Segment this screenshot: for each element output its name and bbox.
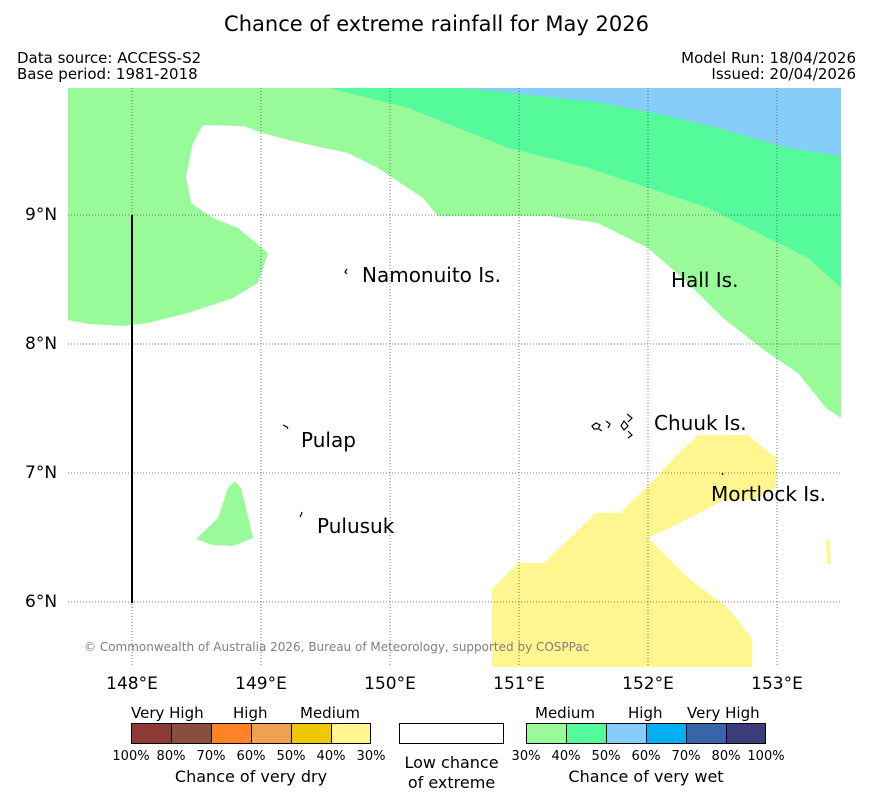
lon-label-148e: 148°E bbox=[106, 674, 158, 694]
rainfall-map bbox=[68, 88, 841, 667]
island-label-hall: Hall Is. bbox=[671, 268, 739, 292]
lat-label-7n: 7°N bbox=[25, 463, 58, 483]
chuuk-outline-b bbox=[605, 420, 611, 429]
low-chance-swatch bbox=[399, 723, 504, 744]
low-chance-caption: Low chance of extreme bbox=[389, 753, 514, 793]
island-outlines bbox=[282, 268, 724, 518]
wet-40-50-region bbox=[328, 88, 841, 288]
dry-head-high: High bbox=[233, 704, 268, 722]
dry-swatch-60-70 bbox=[211, 723, 252, 744]
island-label-pulusuk: Pulusuk bbox=[317, 514, 395, 538]
lon-label-151e: 151°E bbox=[493, 674, 545, 694]
map-title: Chance of extreme rainfall for May 2026 bbox=[224, 12, 649, 36]
dry-tick: 50% bbox=[276, 749, 306, 764]
pulap-outline bbox=[282, 424, 289, 430]
dry-30-40-region bbox=[492, 435, 776, 667]
wet-swatch-30-40 bbox=[526, 723, 567, 744]
dry-swatch-40-50 bbox=[291, 723, 332, 744]
wet-tick: 40% bbox=[551, 749, 581, 764]
chuuk-outline-c bbox=[620, 419, 629, 431]
wet-head-medium: Medium bbox=[535, 704, 595, 722]
base-period: Base period: 1981-2018 bbox=[17, 65, 198, 83]
dry-tick: 70% bbox=[196, 749, 226, 764]
issued-date: Issued: 20/04/2026 bbox=[711, 65, 856, 83]
wet-swatch-50-60 bbox=[606, 723, 647, 744]
wet-50-60-region bbox=[463, 88, 841, 156]
metadata-left: Data source: ACCESS-S2 Base period: 1981… bbox=[17, 50, 201, 82]
lon-label-153e: 153°E bbox=[751, 674, 803, 694]
dry-swatch-70-80 bbox=[171, 723, 212, 744]
island-label-namonuito: Namonuito Is. bbox=[362, 263, 501, 287]
metadata-right: Model Run: 18/04/2026 Issued: 20/04/2026 bbox=[681, 50, 856, 82]
wet-caption: Chance of very wet bbox=[568, 767, 724, 786]
dry-tick: 100% bbox=[112, 749, 150, 764]
wet-swatch-60-70 bbox=[646, 723, 687, 744]
wet-tick: 100% bbox=[747, 749, 785, 764]
wet-tick: 30% bbox=[511, 749, 541, 764]
wet-tick: 50% bbox=[591, 749, 621, 764]
wet-tick: 70% bbox=[671, 749, 701, 764]
mortlock-outline bbox=[721, 472, 724, 476]
dry-tick: 30% bbox=[356, 749, 386, 764]
island-label-pulap: Pulap bbox=[301, 428, 356, 452]
chuuk-outline-e bbox=[627, 430, 633, 439]
island-label-mortlock: Mortlock Is. bbox=[711, 482, 826, 506]
copyright-notice: © Commonwealth of Australia 2026, Bureau… bbox=[84, 640, 590, 654]
model-run: Model Run: 18/04/2026 bbox=[681, 49, 856, 67]
dry-swatch-50-60 bbox=[251, 723, 292, 744]
wet-head-very-high: Very High bbox=[687, 704, 760, 722]
wet-tick: 60% bbox=[631, 749, 661, 764]
dry-swatch-80-100 bbox=[131, 723, 172, 744]
dry-swatch-30-40 bbox=[331, 723, 371, 744]
lon-label-150e: 150°E bbox=[364, 674, 416, 694]
wet-swatch-80-100 bbox=[726, 723, 766, 744]
pulusuk-outline bbox=[299, 511, 303, 518]
data-source: Data source: ACCESS-S2 bbox=[17, 49, 202, 67]
lon-label-149e: 149°E bbox=[235, 674, 287, 694]
chuuk-outline-a bbox=[591, 422, 601, 430]
chuuk-outline-f bbox=[598, 428, 603, 432]
lon-gridlines bbox=[131, 88, 778, 667]
lon-label-152e: 152°E bbox=[622, 674, 674, 694]
namonuito-outline bbox=[344, 268, 348, 275]
dry-tick: 80% bbox=[156, 749, 186, 764]
wet-tick: 80% bbox=[711, 749, 741, 764]
lat-label-9n: 9°N bbox=[25, 205, 58, 225]
wet-swatch-70-80 bbox=[686, 723, 727, 744]
dry-tick: 60% bbox=[236, 749, 266, 764]
dry-30-40-sliver bbox=[826, 540, 831, 564]
dry-caption: Chance of very dry bbox=[174, 767, 328, 786]
chuuk-outline-d bbox=[626, 413, 633, 423]
wet-30-40-region bbox=[68, 88, 841, 418]
wet-30-40-blob bbox=[196, 481, 253, 546]
low-chance-line1: Low chance bbox=[404, 753, 499, 772]
dry-tick: 40% bbox=[316, 749, 346, 764]
dry-head-very-high: Very High bbox=[131, 704, 204, 722]
low-chance-line2: of extreme bbox=[407, 773, 496, 792]
island-label-chuuk: Chuuk Is. bbox=[654, 411, 747, 435]
wet-swatch-40-50 bbox=[566, 723, 607, 744]
dry-head-medium: Medium bbox=[300, 704, 360, 722]
lat-label-8n: 8°N bbox=[25, 334, 58, 354]
lat-label-6n: 6°N bbox=[25, 592, 58, 612]
wet-head-high: High bbox=[628, 704, 663, 722]
